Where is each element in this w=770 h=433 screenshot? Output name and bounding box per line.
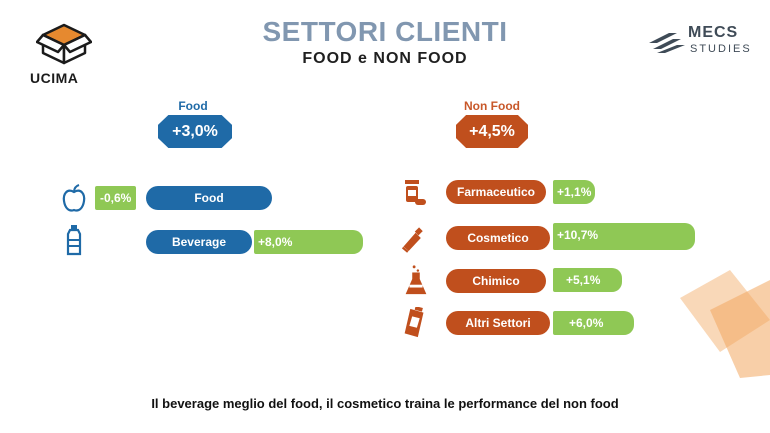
decorative-shapes [680, 270, 770, 378]
ucima-logo-text: UCIMA [30, 70, 79, 86]
page-subtitle: FOOD e NON FOOD [302, 50, 468, 67]
mecs-logo-subtext: STUDIES [690, 43, 752, 55]
bar-cosmetico [553, 223, 695, 250]
category-pill-cosmetico: Cosmetico [446, 226, 550, 250]
nonfood-total-badge: +4,5% [456, 115, 528, 148]
nonfood-group-label: Non Food [464, 99, 520, 113]
ucima-logo-icon [36, 23, 92, 65]
bar-label-chimico: +5,1% [566, 273, 601, 287]
bar-label-beverage: +8,0% [258, 235, 293, 249]
bar-farmaceutico [553, 180, 595, 204]
bar-food [95, 186, 136, 210]
bar-label-altri-settori: +6,0% [569, 316, 604, 330]
bar-beverage [254, 230, 363, 254]
packet-icon [404, 307, 424, 338]
bar-label-food: -0,6% [100, 191, 132, 205]
bar-chimico [553, 268, 622, 292]
tube-icon [401, 227, 423, 253]
footer-caption: Il beverage meglio del food, il cosmetic… [151, 396, 619, 411]
category-pill-farmaceutico: Farmaceutico [446, 180, 546, 204]
food-total-badge: +3,0% [158, 115, 232, 148]
category-pill-food: Food [146, 186, 272, 210]
bottle-icon [66, 225, 82, 256]
page-title: SETTORI CLIENTI [262, 16, 508, 47]
food-group-label: Food [178, 99, 208, 113]
category-pill-chimico: Chimico [446, 269, 546, 293]
category-pill-altri-settori: Altri Settori [446, 311, 550, 335]
mecs-logo-text: MECS [688, 24, 739, 41]
apple-icon [62, 184, 86, 212]
bar-label-farmaceutico: +1,1% [557, 185, 592, 199]
bar-altri-settori [553, 311, 634, 335]
mecs-logo-icon [649, 33, 685, 53]
flask-icon [405, 265, 427, 295]
pill-bottle-icon [405, 180, 426, 205]
category-pill-beverage: Beverage [146, 230, 252, 254]
bar-label-cosmetico: +10,7% [557, 228, 599, 242]
